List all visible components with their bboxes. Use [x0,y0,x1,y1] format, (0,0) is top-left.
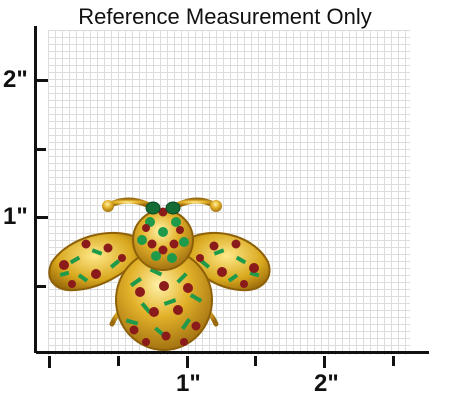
head [132,201,194,271]
x-tick-1-5in [254,356,257,366]
left-wing [48,231,142,292]
x-tick-0in [48,356,51,368]
x-tick-1in [186,356,189,368]
y-label-1in: 1" [3,203,28,230]
x-tick-0-5in [117,356,120,366]
y-tick-0-5in [36,285,46,288]
measurement-grid [48,30,410,355]
x-tick-2in [323,356,326,368]
y-tick-2in [36,79,48,82]
y-axis-line [34,26,37,353]
y-tick-1-5in [36,148,46,151]
y-tick-1in [36,216,48,219]
x-axis-line [36,351,429,354]
x-label-1in: 1" [176,370,201,397]
reference-title: Reference Measurement Only [78,4,372,29]
x-label-2in: 2" [314,370,339,397]
antennae [107,197,217,208]
y-label-2in: 2" [3,66,28,93]
x-tick-2-5in [392,356,395,366]
